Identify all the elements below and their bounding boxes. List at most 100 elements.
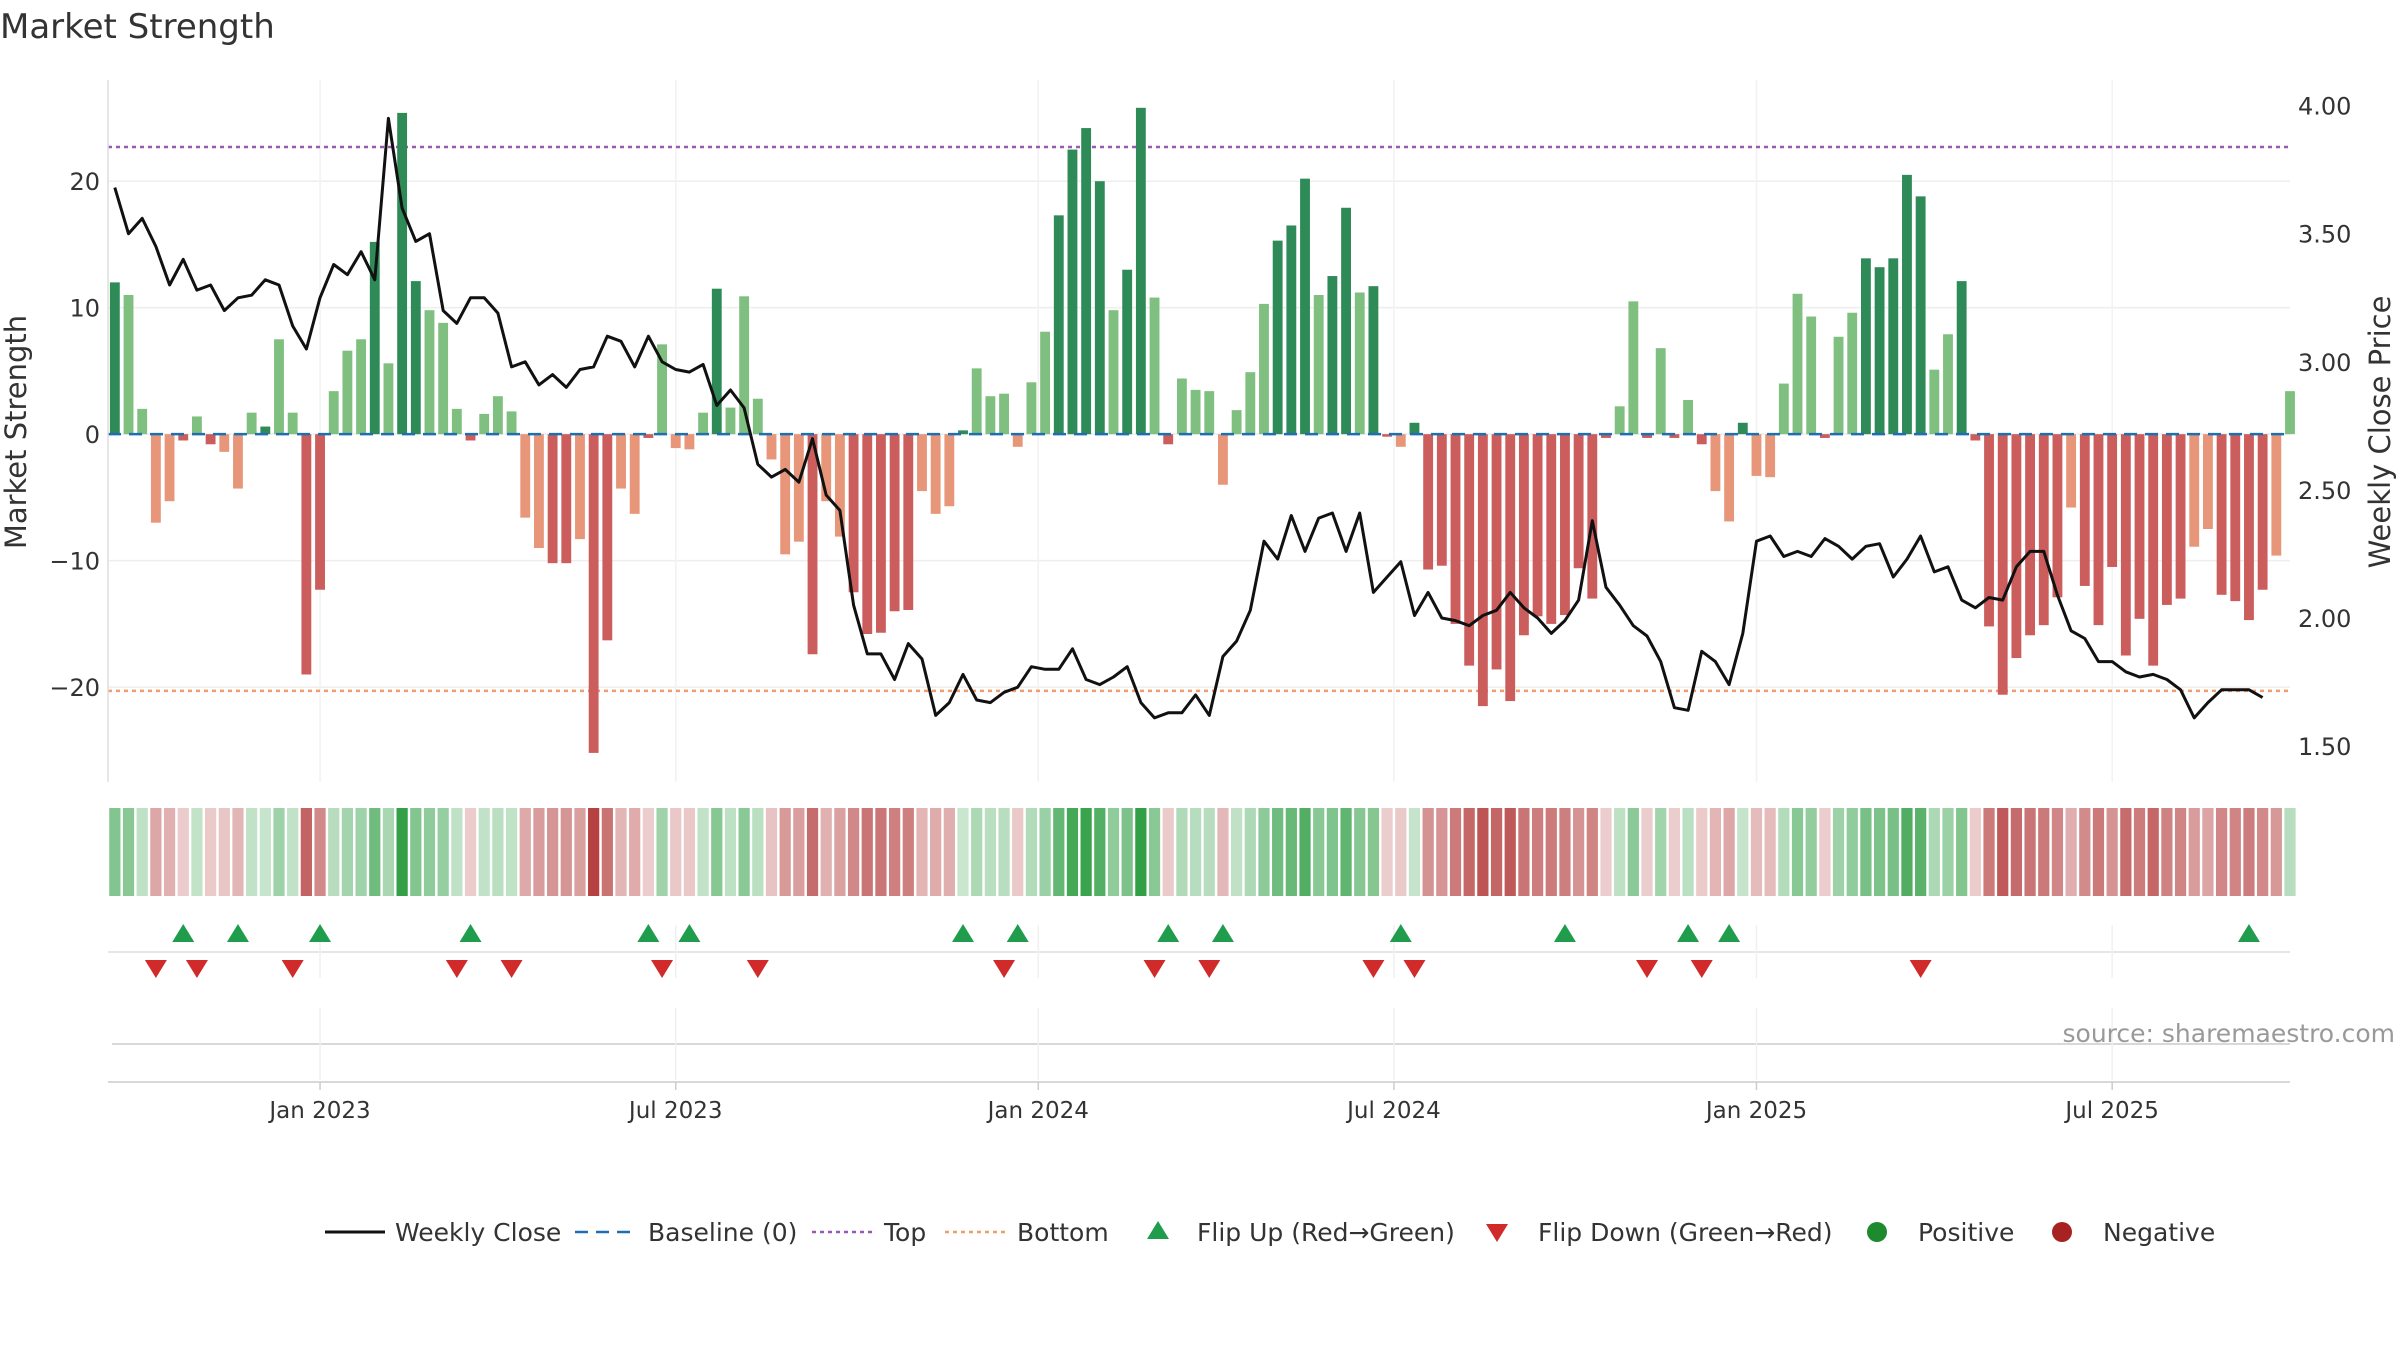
- heat-cell-56: [875, 808, 887, 896]
- strength-bar-17: [342, 350, 353, 435]
- strength-bar-54: [848, 434, 859, 593]
- strength-bar-145: [2093, 434, 2104, 626]
- strength-bar-122: [1778, 383, 1789, 435]
- heat-cell-121: [1764, 808, 1776, 896]
- heat-cell-28: [492, 808, 504, 896]
- flip-up-marker-2: [309, 924, 332, 942]
- flip-up-marker-14: [2237, 924, 2260, 942]
- heat-cell-50: [793, 808, 805, 896]
- strength-bar-55: [862, 434, 873, 635]
- heat-cell-96: [1422, 808, 1434, 896]
- heat-cell-111: [1627, 808, 1639, 896]
- heat-cell-120: [1750, 808, 1763, 896]
- heat-cell-68: [1039, 808, 1051, 896]
- heat-cell-67: [1025, 808, 1038, 896]
- heat-cell-94: [1395, 808, 1407, 896]
- heat-cell-78: [1176, 808, 1188, 896]
- heat-cell-21: [396, 808, 408, 896]
- x-tick-label-4: Jan 2025: [1704, 1098, 1807, 1124]
- heat-cell-84: [1258, 808, 1270, 896]
- flip-down-marker-11: [1403, 960, 1426, 978]
- strength-bar-32: [547, 434, 558, 564]
- strength-bar-110: [1614, 406, 1625, 435]
- heat-cell-127: [1846, 808, 1858, 896]
- flip-down-marker-13: [1690, 960, 1713, 978]
- strength-bar-24: [438, 322, 449, 435]
- heat-cell-106: [1559, 808, 1571, 896]
- strength-bar-130: [1888, 258, 1899, 435]
- heat-cell-52: [820, 808, 832, 896]
- heat-cell-33: [560, 808, 572, 896]
- heat-cell-151: [2174, 808, 2187, 896]
- heat-cell-157: [2257, 808, 2269, 896]
- heat-cell-4: [163, 808, 176, 896]
- heat-cell-113: [1655, 808, 1667, 896]
- heat-cell-83: [1244, 808, 1256, 896]
- strength-bar-129: [1874, 267, 1885, 435]
- strength-bar-74: [1122, 269, 1133, 435]
- heat-cell-31: [533, 808, 545, 896]
- strength-bar-72: [1094, 181, 1105, 435]
- strength-bar-104: [1532, 434, 1543, 617]
- strength-bar-107: [1573, 434, 1584, 569]
- heat-cell-1: [122, 808, 135, 896]
- strength-bar-36: [602, 434, 613, 641]
- x-tick-label-1: Jul 2023: [627, 1098, 723, 1124]
- strength-bar-111: [1628, 301, 1639, 435]
- strength-bar-16: [328, 391, 339, 435]
- strength-bar-123: [1792, 293, 1803, 435]
- strength-bar-8: [219, 434, 230, 452]
- left-axis-label: Market Strength: [0, 315, 33, 549]
- strength-bar-147: [2120, 434, 2131, 656]
- flip-down-marker-7: [993, 960, 1016, 978]
- strength-bar-60: [930, 434, 941, 514]
- strength-bar-78: [1176, 378, 1187, 435]
- strength-bar-63: [971, 368, 982, 435]
- strength-bar-22: [410, 281, 421, 435]
- strength-bar-138: [1997, 434, 2008, 695]
- flip-down-marker-2: [281, 960, 304, 978]
- strength-bar-12: [274, 339, 284, 435]
- heat-cell-102: [1504, 808, 1516, 896]
- strength-bar-136: [1970, 434, 1981, 441]
- strength-bar-49: [780, 434, 791, 555]
- strength-bar-117: [1710, 434, 1721, 492]
- heat-cell-145: [2092, 808, 2105, 896]
- heat-cell-59: [916, 808, 928, 896]
- strength-bar-114: [1669, 434, 1680, 438]
- heat-cell-82: [1231, 808, 1243, 896]
- strength-bar-21: [397, 112, 408, 435]
- heat-cell-150: [2161, 808, 2173, 896]
- heat-cell-128: [1860, 808, 1872, 896]
- heat-cell-100: [1477, 808, 1489, 896]
- lower-panel: [112, 1008, 2290, 1080]
- strength-bar-19: [369, 241, 380, 435]
- flip-down-marker-4: [500, 960, 523, 978]
- heat-cell-119: [1737, 808, 1749, 896]
- heat-cell-86: [1285, 808, 1297, 896]
- strength-bar-42: [684, 434, 695, 450]
- heat-cell-110: [1614, 808, 1626, 896]
- heat-cell-79: [1189, 808, 1202, 896]
- strength-bar-13: [287, 412, 298, 435]
- flip-up-marker-9: [1211, 924, 1234, 942]
- strength-bar-97: [1436, 434, 1447, 566]
- strength-bar-1: [123, 295, 134, 435]
- heat-cell-2: [136, 808, 148, 896]
- strength-bar-115: [1683, 400, 1693, 435]
- x-tick-label-0: Jan 2023: [267, 1098, 370, 1124]
- strength-bar-27: [479, 413, 490, 435]
- left-tick-label-0: −20: [49, 674, 100, 702]
- heat-cell-25: [451, 808, 463, 896]
- strength-bar-48: [766, 434, 777, 460]
- flip-up-marker-5: [678, 924, 701, 942]
- heat-cell-58: [902, 808, 914, 896]
- strength-bar-113: [1655, 348, 1666, 435]
- heat-cell-53: [834, 808, 846, 896]
- heat-cell-15: [314, 808, 326, 896]
- strength-bar-65: [999, 393, 1009, 435]
- heat-cell-105: [1545, 808, 1557, 896]
- strength-bar-46: [739, 296, 750, 435]
- heat-cell-63: [971, 808, 983, 896]
